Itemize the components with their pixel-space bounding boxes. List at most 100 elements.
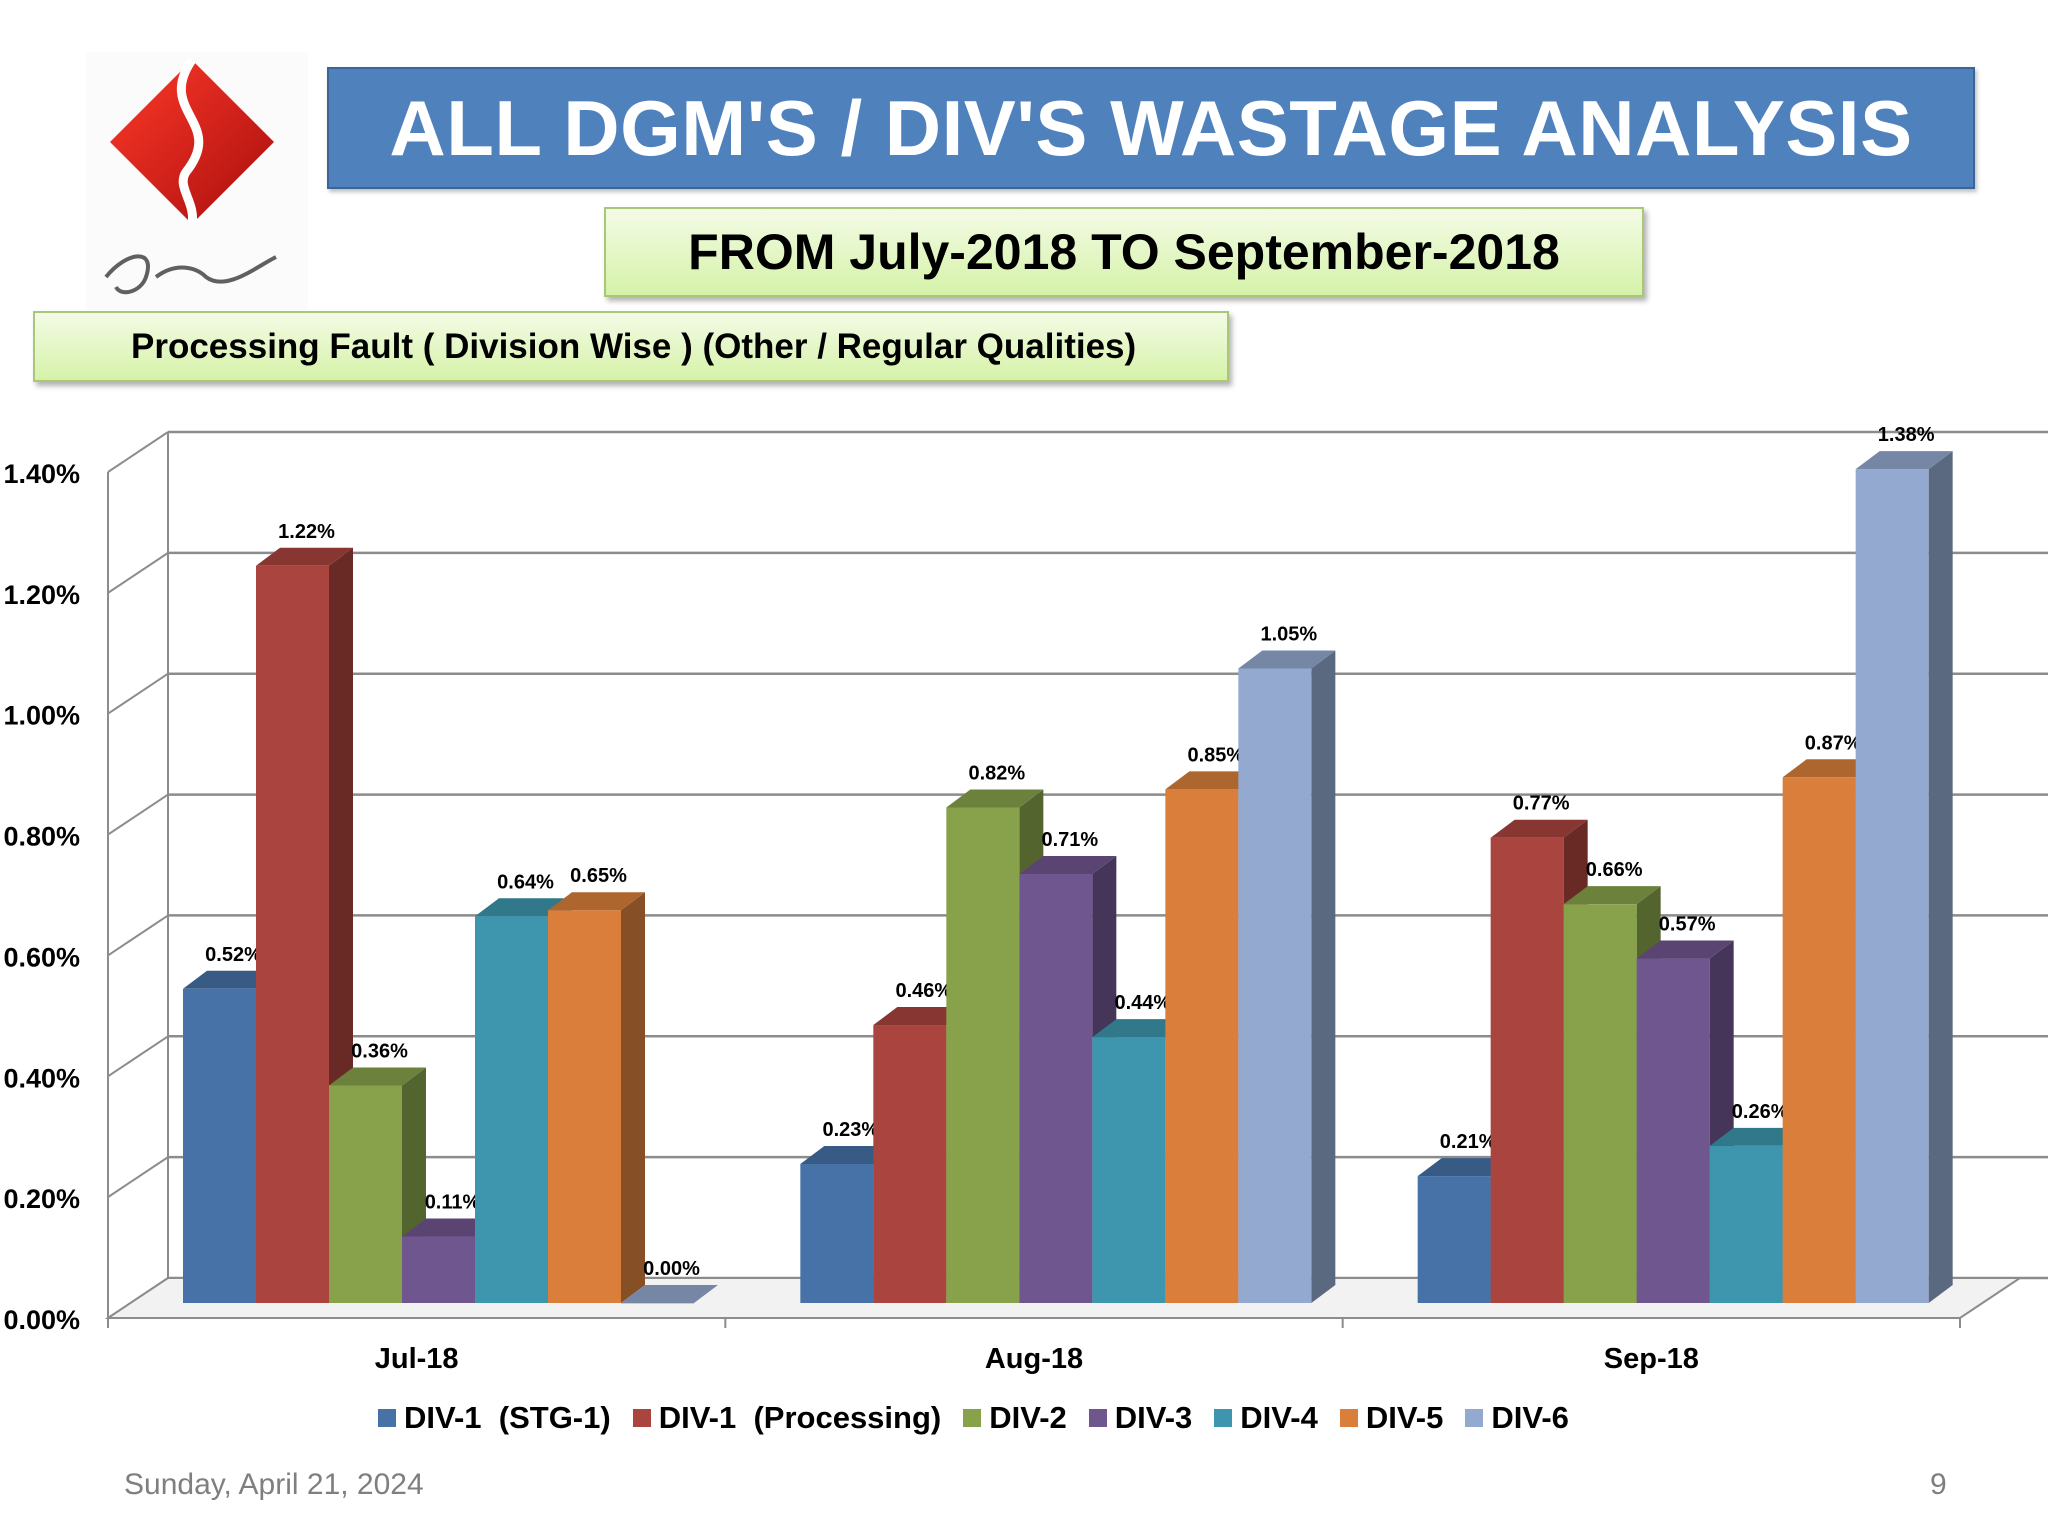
data-label: 0.66% bbox=[1586, 859, 1643, 881]
slide-title: ALL DGM'S / DIV'S WASTAGE ANALYSIS bbox=[389, 83, 1913, 172]
bar bbox=[548, 910, 621, 1303]
data-label: 0.44% bbox=[1114, 992, 1171, 1014]
bar bbox=[256, 565, 329, 1303]
bar bbox=[1238, 668, 1312, 1303]
legend-label: DIV-1 (STG-1) bbox=[404, 1400, 611, 1435]
y-tick-label: 0.60% bbox=[3, 942, 80, 972]
data-label: 0.77% bbox=[1513, 793, 1570, 815]
footer-date: Sunday, April 21, 2024 bbox=[124, 1468, 424, 1501]
legend-label: DIV-3 bbox=[1114, 1400, 1193, 1435]
bar-top bbox=[800, 1146, 898, 1165]
legend-swatch bbox=[378, 1409, 396, 1427]
legend-item: DIV-5 bbox=[1339, 1400, 1444, 1436]
y-tick-label: 0.40% bbox=[3, 1063, 80, 1093]
data-label: 0.23% bbox=[822, 1119, 879, 1141]
bar-top bbox=[1855, 451, 1953, 470]
bar-side bbox=[621, 892, 645, 1303]
legend-label: DIV-6 bbox=[1491, 1400, 1569, 1435]
data-label: 0.21% bbox=[1440, 1131, 1497, 1153]
data-label: 0.87% bbox=[1805, 732, 1862, 754]
legend-item: DIV-2 bbox=[963, 1400, 1067, 1436]
bar-top bbox=[1165, 771, 1263, 790]
legend-label: DIV-2 bbox=[989, 1400, 1067, 1435]
bar bbox=[1563, 904, 1637, 1303]
data-label: 1.05% bbox=[1260, 624, 1317, 646]
data-label: 1.22% bbox=[278, 521, 335, 543]
data-label: 0.26% bbox=[1732, 1101, 1789, 1123]
bar bbox=[1709, 1145, 1783, 1303]
section-label-text: Processing Fault ( Division Wise ) (Othe… bbox=[131, 326, 1137, 366]
data-label: 0.64% bbox=[497, 871, 554, 893]
bar-top bbox=[1019, 855, 1117, 874]
date-range-banner: FROM July-2018 TO September-2018 bbox=[604, 207, 1644, 297]
y-tick-label: 0.80% bbox=[3, 822, 80, 852]
data-label: 0.57% bbox=[1659, 914, 1716, 936]
bar bbox=[1782, 777, 1856, 1303]
section-label-banner: Processing Fault ( Division Wise ) (Othe… bbox=[33, 311, 1229, 382]
bar bbox=[873, 1025, 947, 1303]
chart-legend: DIV-1 (STG-1) DIV-1 (Processing) DIV-2 DIV-… bbox=[378, 1400, 1569, 1436]
bar-top bbox=[1238, 650, 1336, 669]
bar bbox=[1165, 789, 1239, 1303]
gridline-depth bbox=[107, 793, 169, 836]
gridline-depth bbox=[107, 672, 169, 715]
data-label: 1.38% bbox=[1878, 424, 1935, 446]
bar-top bbox=[183, 970, 280, 989]
data-label: 0.85% bbox=[1187, 744, 1244, 766]
legend-swatch bbox=[632, 1409, 651, 1427]
bar-top bbox=[402, 1218, 499, 1237]
bar-top bbox=[873, 1007, 971, 1026]
y-tick-label: 0.20% bbox=[3, 1184, 80, 1214]
bar-top bbox=[946, 789, 1044, 808]
bar bbox=[1490, 837, 1564, 1303]
legend-swatch bbox=[1465, 1409, 1484, 1427]
legend-label: DIV-4 bbox=[1240, 1400, 1318, 1435]
legend-item: DIV-3 bbox=[1088, 1400, 1193, 1436]
bar-top bbox=[1709, 1127, 1807, 1146]
bar-top bbox=[329, 1067, 426, 1086]
bar bbox=[1019, 873, 1093, 1303]
date-range-text: FROM July-2018 TO September-2018 bbox=[688, 224, 1560, 280]
y-tick-label: 1.40% bbox=[3, 459, 80, 489]
company-logo bbox=[86, 52, 308, 310]
bar-top bbox=[256, 547, 353, 566]
legend-label: DIV-5 bbox=[1365, 1400, 1444, 1435]
legend-item: DIV-1 (STG-1) bbox=[378, 1400, 611, 1436]
bar bbox=[183, 988, 256, 1303]
x-category-label: Jul-18 bbox=[375, 1343, 459, 1375]
gridline-depth bbox=[107, 431, 169, 473]
gridline-depth bbox=[107, 552, 169, 594]
y-tick-label: 1.20% bbox=[3, 580, 80, 610]
bar bbox=[800, 1164, 874, 1303]
data-label: 0.11% bbox=[425, 1192, 481, 1214]
legend-swatch bbox=[1214, 1409, 1233, 1427]
x-category-label: Sep-18 bbox=[1604, 1343, 1699, 1375]
gridline-depth bbox=[107, 1156, 169, 1198]
bar-top bbox=[1417, 1158, 1515, 1177]
data-label: 0.52% bbox=[205, 944, 262, 966]
legend-label: DIV-1 (Processing) bbox=[658, 1400, 942, 1435]
data-label: 0.71% bbox=[1041, 829, 1098, 851]
y-tick-label: 0.00% bbox=[3, 1305, 80, 1335]
bar bbox=[1092, 1037, 1166, 1303]
bar bbox=[329, 1085, 402, 1303]
gridline-depth bbox=[107, 1035, 169, 1078]
slide-title-banner: ALL DGM'S / DIV'S WASTAGE ANALYSIS bbox=[327, 67, 1975, 189]
wastage-bar-chart: 0.00% 0.20% 0.40% 0.60% 0.80% 1.00% 1.20% 1.40%… bbox=[3, 424, 2048, 1375]
data-label: 0.82% bbox=[968, 762, 1025, 784]
bar-top bbox=[1490, 819, 1588, 838]
bar-side bbox=[1928, 451, 1953, 1304]
legend-item: DIV-4 bbox=[1214, 1400, 1318, 1436]
bar-top bbox=[1092, 1019, 1190, 1038]
data-label: 0.65% bbox=[570, 865, 627, 887]
bar bbox=[621, 1303, 694, 1304]
page-number: 9 bbox=[1930, 1468, 1947, 1501]
bar bbox=[475, 916, 548, 1303]
bar-top bbox=[1782, 759, 1880, 778]
bar bbox=[1855, 469, 1929, 1304]
bar bbox=[402, 1236, 475, 1303]
legend-swatch bbox=[1088, 1409, 1107, 1427]
legend-swatch bbox=[1339, 1409, 1358, 1427]
legend-item: DIV-6 bbox=[1465, 1400, 1569, 1436]
bar bbox=[1636, 958, 1710, 1303]
